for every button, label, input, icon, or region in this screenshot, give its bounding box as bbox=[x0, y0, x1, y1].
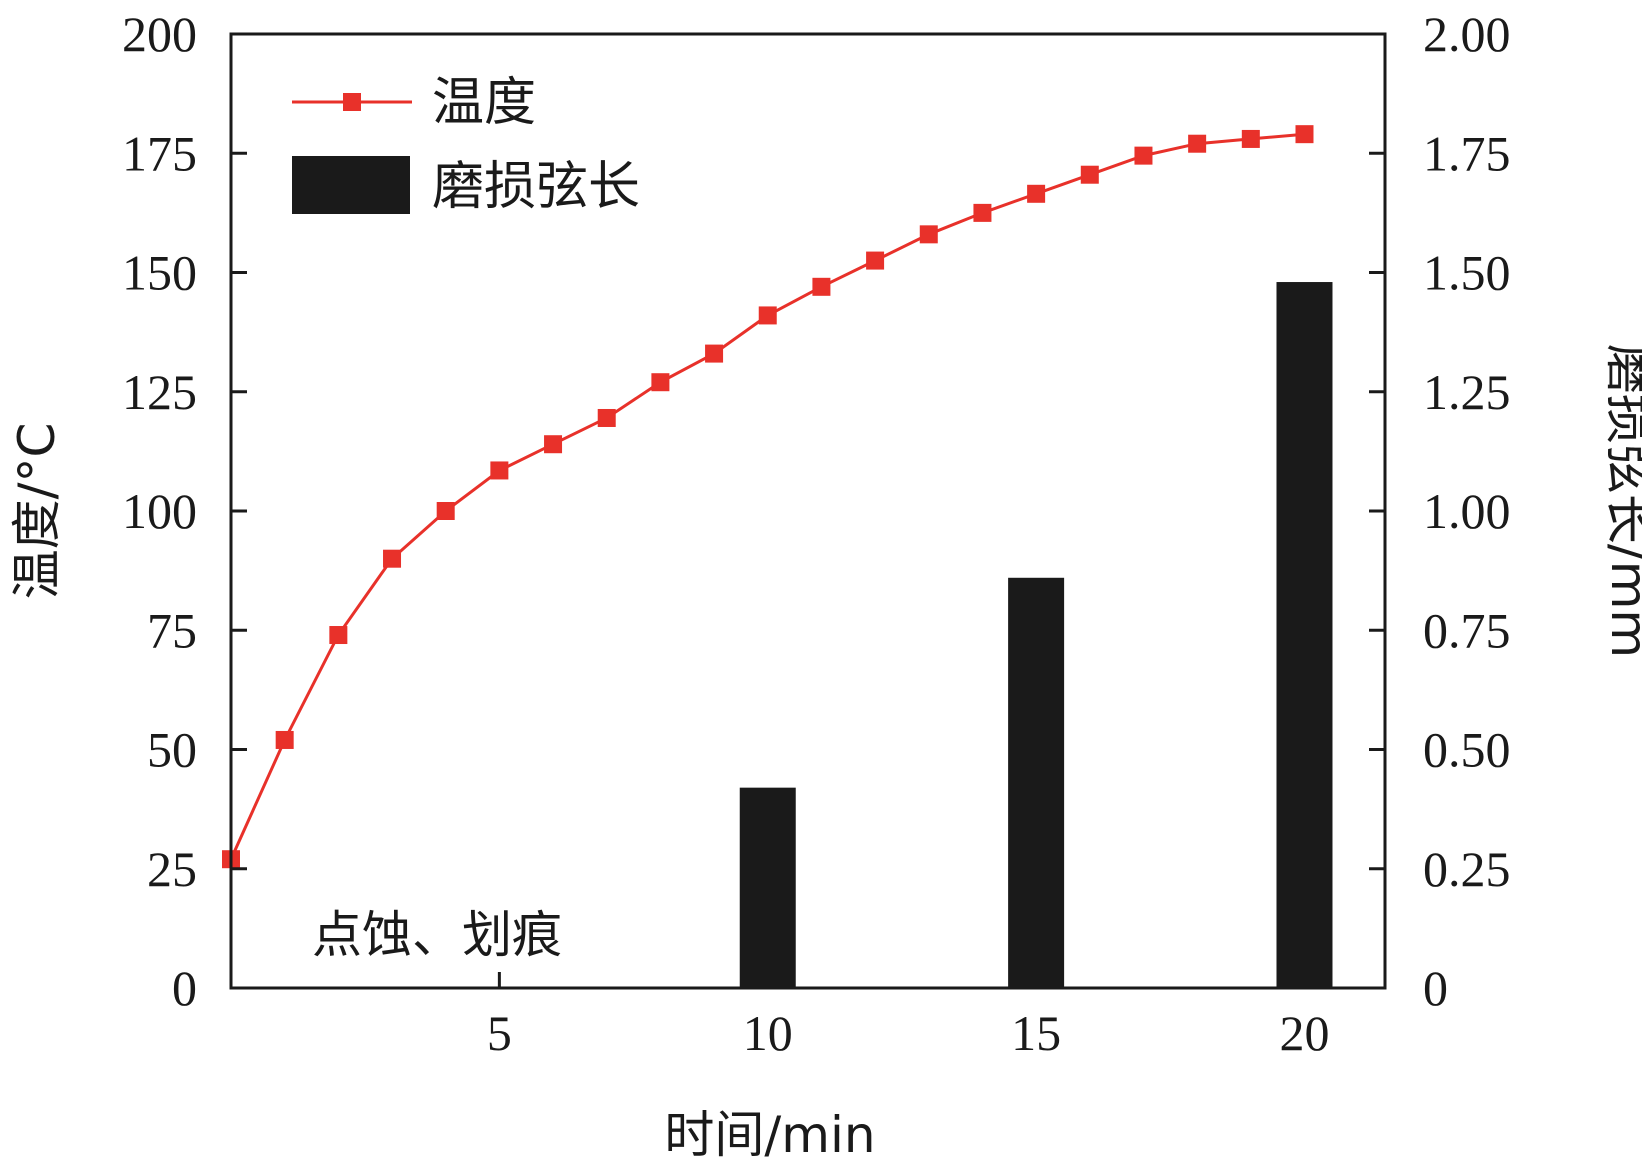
y-right-tick-label-2.00: 2.00 bbox=[1423, 6, 1511, 62]
temperature-point-4 bbox=[436, 502, 455, 520]
y-right-tick-label-0.25: 0.25 bbox=[1423, 841, 1511, 897]
line-layer bbox=[222, 125, 1314, 869]
annotation-label: 点蚀、划痕 bbox=[312, 906, 562, 964]
temperature-point-9 bbox=[705, 344, 724, 363]
bar-wear-15min bbox=[1008, 577, 1065, 988]
y-axis-right-title: 磨损弦长/mm bbox=[1600, 344, 1642, 658]
temperature-point-1 bbox=[275, 730, 294, 749]
temperature-point-15 bbox=[1027, 184, 1046, 203]
y-right-tick-label-0.75: 0.75 bbox=[1423, 602, 1511, 658]
y-left-tick-label-175: 175 bbox=[122, 125, 197, 181]
bar-wear-20min bbox=[1276, 282, 1333, 988]
legend-bar-swatch bbox=[292, 156, 410, 214]
temperature-point-19 bbox=[1241, 129, 1260, 148]
y-left-tick-label-150: 150 bbox=[122, 245, 197, 301]
temperature-line bbox=[229, 132, 1305, 860]
y-right-tick-label-1.25: 1.25 bbox=[1423, 364, 1511, 420]
temperature-point-20 bbox=[1295, 125, 1314, 144]
y-right-tick-label-1.50: 1.50 bbox=[1423, 245, 1511, 301]
y-right-tick-label-0.50: 0.50 bbox=[1423, 722, 1511, 778]
temperature-point-16 bbox=[1080, 165, 1099, 184]
y-left-tick-label-50: 50 bbox=[147, 722, 197, 778]
ticks-layer: 5 10 15 20025507510012515017520000.250.500.… bbox=[122, 6, 1511, 1061]
y-right-tick-label-1.75: 1.75 bbox=[1423, 125, 1511, 181]
temperature-point-7 bbox=[597, 408, 616, 427]
temperature-point-17 bbox=[1134, 146, 1153, 165]
x-tick-label-5: 5 bbox=[487, 1005, 512, 1061]
temperature-point-13 bbox=[919, 225, 938, 244]
legend-marker-swatch bbox=[343, 93, 361, 111]
temperature-point-3 bbox=[383, 549, 402, 568]
y-right-tick-label-1.00: 1.00 bbox=[1423, 483, 1511, 539]
y-left-tick-label-25: 25 bbox=[147, 841, 197, 897]
x-axis-title: 时间/min bbox=[664, 1106, 875, 1164]
y-left-tick-label-0: 0 bbox=[172, 960, 197, 1016]
legend-label-wear: 磨损弦长 bbox=[432, 157, 640, 217]
y-left-tick-label-100: 100 bbox=[122, 483, 197, 539]
y-left-tick-label-75: 75 bbox=[147, 602, 197, 658]
temperature-point-10 bbox=[758, 306, 777, 325]
temperature-point-18 bbox=[1188, 134, 1207, 153]
temperature-point-12 bbox=[866, 251, 885, 270]
temperature-point-8 bbox=[651, 373, 670, 392]
y-left-tick-label-200: 200 bbox=[122, 6, 197, 62]
legend-label-temperature: 温度 bbox=[432, 73, 536, 133]
x-tick-label-10: 10 bbox=[743, 1005, 793, 1061]
temperature-point-14 bbox=[973, 203, 992, 222]
temperature-point-6 bbox=[544, 435, 563, 454]
bars-layer bbox=[739, 282, 1333, 988]
temperature-point-11 bbox=[812, 277, 831, 296]
y-axis-left-title: 温度/°C bbox=[8, 423, 66, 600]
temperature-point-5 bbox=[490, 461, 509, 480]
x-tick-label-15: 15 bbox=[1011, 1005, 1061, 1061]
legend: 温度 磨损弦长 bbox=[292, 73, 640, 217]
x-tick-label-20: 20 bbox=[1279, 1005, 1329, 1061]
temperature-point-2 bbox=[329, 626, 348, 645]
y-left-tick-label-125: 125 bbox=[122, 364, 197, 420]
y-right-tick-label-0: 0 bbox=[1423, 960, 1448, 1016]
bar-wear-10min bbox=[739, 787, 796, 988]
